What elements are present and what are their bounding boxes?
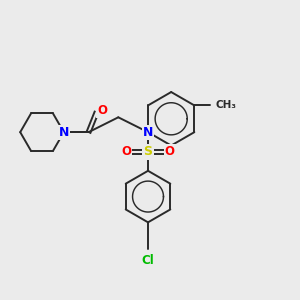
Text: O: O — [98, 104, 107, 117]
Text: S: S — [143, 146, 152, 158]
Text: N: N — [143, 126, 153, 139]
Text: O: O — [121, 146, 131, 158]
Text: CH₃: CH₃ — [215, 100, 236, 110]
Text: N: N — [58, 126, 69, 139]
Text: Cl: Cl — [142, 254, 154, 267]
Text: O: O — [165, 146, 175, 158]
